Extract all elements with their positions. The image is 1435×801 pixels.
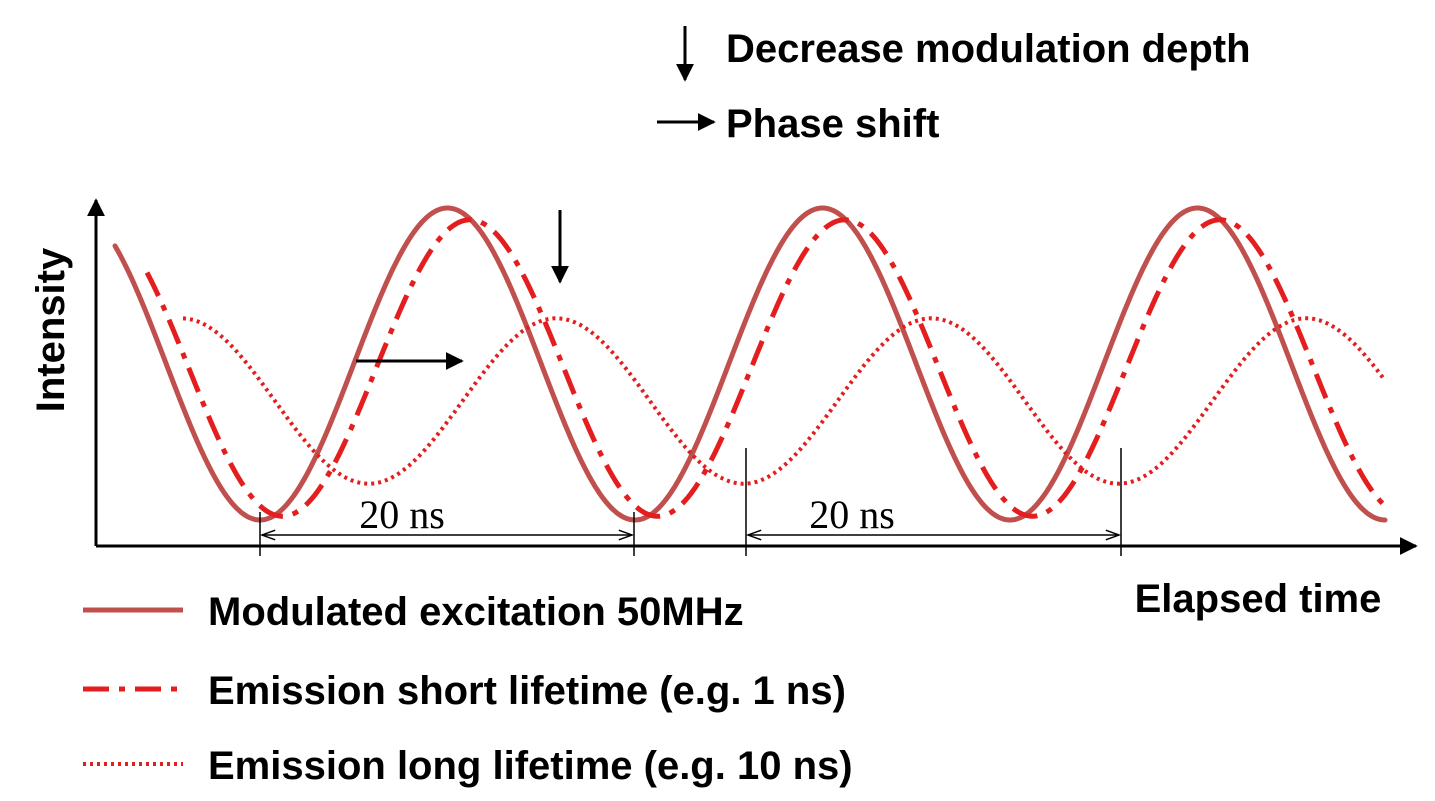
legend-label-long-lifetime: Emission long lifetime (e.g. 10 ns): [208, 744, 853, 788]
y-axis-label: Intensity: [29, 247, 73, 412]
legend-label-excitation: Modulated excitation 50MHz: [208, 590, 744, 634]
period-label-1: 20 ns: [359, 492, 445, 537]
series-line-excitation: [112, 205, 1388, 523]
series-line-short-lifetime: [144, 217, 1387, 519]
legend-label-short-lifetime: Emission short lifetime (e.g. 1 ns): [208, 669, 846, 713]
decrease-key-label: Decrease modulation depth: [726, 27, 1251, 71]
x-axis-label: Elapsed time: [1135, 577, 1382, 621]
series-line-long-lifetime: [182, 316, 1387, 486]
phase-key-label: Phase shift: [726, 102, 939, 146]
legend: Modulated excitation 50MHz Emission shor…: [83, 590, 853, 788]
period-label-2: 20 ns: [809, 492, 895, 537]
